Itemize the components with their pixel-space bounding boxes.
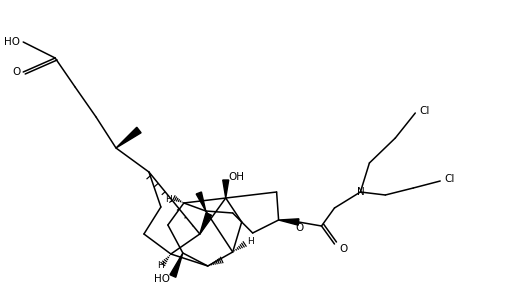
Text: Cl: Cl bbox=[444, 174, 455, 184]
Text: OH: OH bbox=[229, 172, 245, 182]
Text: O: O bbox=[339, 244, 348, 254]
Polygon shape bbox=[223, 180, 229, 198]
Text: Cl: Cl bbox=[419, 106, 430, 116]
Text: H: H bbox=[246, 237, 253, 247]
Polygon shape bbox=[196, 192, 206, 211]
Polygon shape bbox=[116, 127, 141, 148]
Text: H: H bbox=[165, 195, 172, 203]
Polygon shape bbox=[170, 253, 183, 277]
Text: O: O bbox=[295, 223, 304, 233]
Text: N: N bbox=[357, 187, 364, 197]
Text: O: O bbox=[12, 67, 20, 77]
Polygon shape bbox=[200, 213, 211, 234]
Text: HO: HO bbox=[154, 274, 170, 284]
Text: H: H bbox=[157, 261, 164, 271]
Polygon shape bbox=[279, 219, 299, 225]
Text: HO: HO bbox=[4, 37, 20, 47]
